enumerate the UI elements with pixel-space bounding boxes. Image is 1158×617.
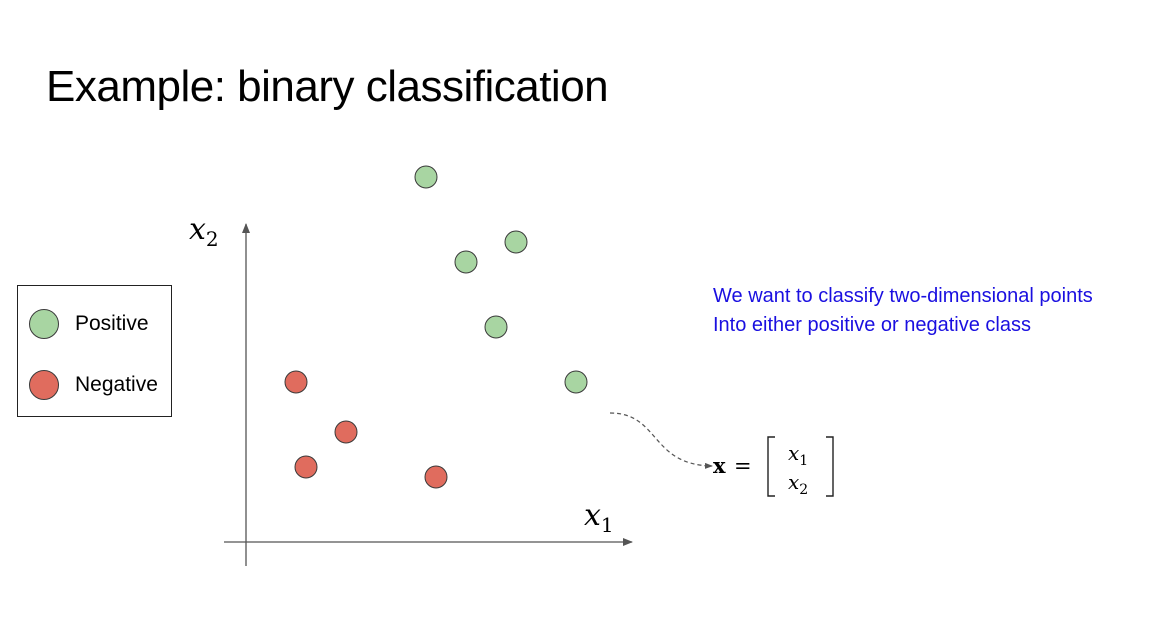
x-axis-label-sub: 1 xyxy=(601,513,614,537)
note-line-1: We want to classify two-dimensional poin… xyxy=(713,285,1093,307)
left-bracket xyxy=(767,436,775,497)
vector-row-2: x2 xyxy=(788,470,808,498)
positive-point-1 xyxy=(414,165,438,189)
x-axis-label-var: x xyxy=(584,498,601,533)
negative-point-7 xyxy=(334,420,358,444)
negative-point-9 xyxy=(424,465,448,489)
y-axis-label-sub: 2 xyxy=(206,227,219,251)
positive-point-5 xyxy=(564,370,588,394)
negative-swatch-icon xyxy=(29,370,59,400)
legend-item-negative: Negative xyxy=(29,368,158,402)
x-axis-label: x1 xyxy=(584,498,614,537)
vector-equals: = xyxy=(734,454,752,478)
positive-point-3 xyxy=(454,250,478,274)
right-bracket xyxy=(826,436,834,497)
vector-row-1-var: x xyxy=(788,441,799,465)
vector-row-1-sub: 1 xyxy=(799,453,808,469)
explanation-note: We want to classify two-dimensional poin… xyxy=(713,282,1093,340)
vector-row-2-sub: 2 xyxy=(799,482,808,498)
note-line-2: Into either positive or negative class xyxy=(713,314,1031,336)
legend-label-positive: Positive xyxy=(75,312,149,335)
positive-swatch-icon xyxy=(29,309,59,339)
negative-point-8 xyxy=(294,455,318,479)
legend-label-negative: Negative xyxy=(75,373,158,396)
y-axis-label-var: x xyxy=(189,212,206,247)
legend-item-positive: Positive xyxy=(29,307,149,341)
positive-point-4 xyxy=(484,315,508,339)
y-axis-label: x2 xyxy=(189,212,219,251)
points-layer xyxy=(284,165,588,489)
legend: Positive Negative xyxy=(17,285,172,417)
vector-row-1: x1 xyxy=(788,441,808,469)
vector-row-2-var: x xyxy=(788,470,799,494)
slide-title: Example: binary classification xyxy=(46,62,609,111)
positive-point-2 xyxy=(504,230,528,254)
vector-symbol: x xyxy=(713,453,726,478)
dashed-connector-arrow xyxy=(609,412,713,469)
negative-point-6 xyxy=(284,370,308,394)
